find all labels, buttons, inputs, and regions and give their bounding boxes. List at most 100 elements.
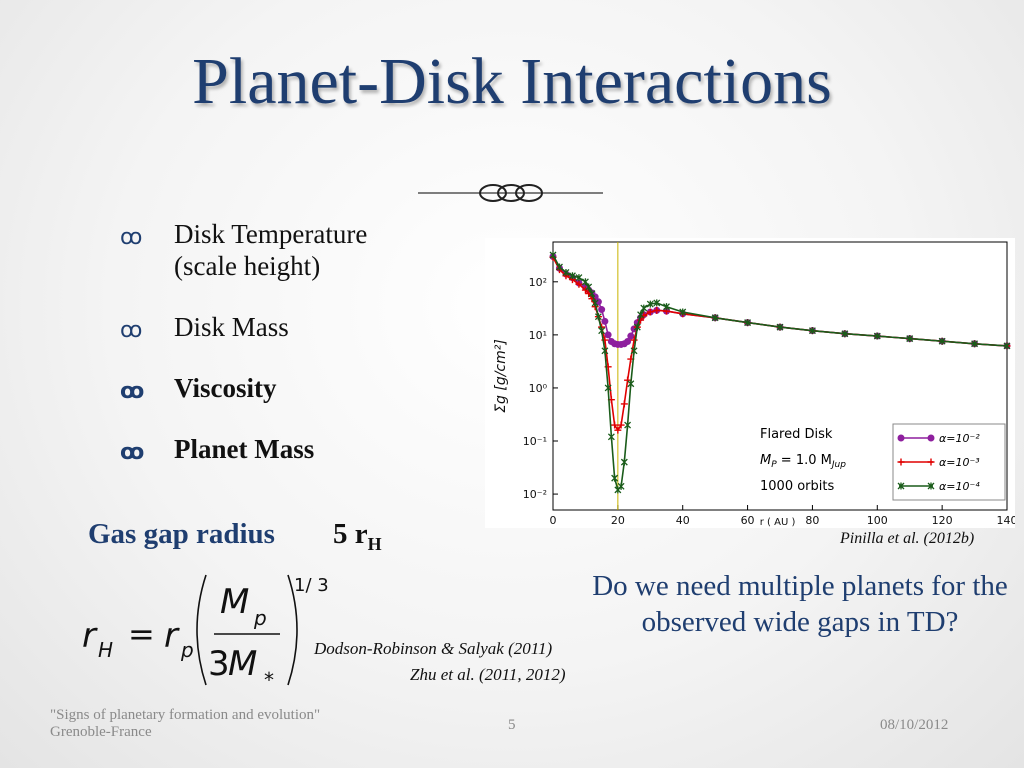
svg-text:1/ 3: 1/ 3 — [294, 575, 329, 596]
svg-text:3: 3 — [208, 644, 230, 684]
bullet-item: ꝏ Disk Mass — [120, 311, 440, 343]
x-tick-label: 80 — [805, 514, 819, 527]
data-point — [744, 319, 752, 327]
svg-text:M: M — [228, 644, 257, 684]
data-point — [620, 400, 628, 408]
svg-text:*: * — [264, 668, 274, 692]
y-tick-label: 10⁻² — [523, 488, 547, 501]
x-axis-label: r ( AU ) — [760, 517, 796, 528]
data-point — [653, 306, 661, 314]
data-point — [646, 300, 654, 308]
legend-label: α=10⁻⁴ — [939, 480, 980, 493]
data-point — [556, 263, 563, 271]
legend-marker — [897, 458, 905, 466]
data-point — [562, 268, 570, 276]
data-point — [591, 299, 599, 307]
data-point — [663, 303, 670, 311]
svg-text:H: H — [98, 638, 113, 662]
data-point — [575, 274, 583, 282]
series-line — [552, 256, 1008, 347]
svg-text:p: p — [180, 638, 194, 662]
bullet-text-2: (scale height) — [174, 251, 321, 281]
data-point — [808, 327, 816, 335]
bullet-item: ꝏ Planet Mass — [120, 433, 440, 465]
y-tick-label: 10⁻¹ — [523, 435, 547, 448]
data-point — [653, 299, 661, 307]
legend-label: α=10⁻² — [939, 432, 980, 445]
data-point — [607, 433, 615, 441]
data-point — [679, 308, 687, 316]
data-point — [624, 338, 632, 346]
data-point — [776, 323, 784, 331]
x-tick-label: 0 — [550, 514, 557, 527]
chart-axes: 0 20 40 60 80 100 120 140 r ( AU ) 10² 10¹ 10⁰ 10⁻¹ 1… — [493, 241, 1018, 528]
footer-conference: "Signs of planetary formation and evolut… — [50, 707, 321, 740]
annotation-line-2: MP = 1.0 MJup — [760, 453, 846, 470]
svg-text:r: r — [82, 616, 98, 656]
svg-text:r: r — [164, 616, 180, 656]
chart-legend: Flared Disk MP = 1.0 MJup 1000 orbits α=10⁻… — [760, 423, 1006, 501]
y-tick-label: 10⁰ — [529, 382, 548, 395]
data-point — [630, 347, 638, 355]
surface-density-chart: 0 20 40 60 80 100 120 140 r ( AU ) 10² 10¹ 10⁰ 10⁻¹ 1… — [485, 238, 1018, 528]
footer-page-number: 5 — [508, 717, 516, 733]
ornament-divider — [418, 184, 603, 202]
data-point — [604, 384, 612, 392]
bullet-text: Disk Mass — [174, 312, 289, 342]
chart-series — [549, 251, 1011, 494]
legend-marker — [897, 482, 905, 490]
data-point — [598, 327, 606, 335]
bullet-list: ꝏ Disk Temperature (scale height) ꝏ Disk… — [120, 218, 440, 494]
legend-marker — [927, 434, 935, 442]
legend-marker — [897, 434, 905, 442]
bullet-text: Planet Mass — [174, 434, 315, 464]
x-tick-label: 140 — [997, 514, 1016, 527]
y-tick-label: 10¹ — [529, 329, 547, 342]
data-point — [549, 251, 557, 259]
svg-text:p: p — [253, 606, 267, 630]
data-point — [630, 336, 638, 344]
hill-radius-formula: r H = r p M p 3 M * 1/ 3 — [82, 574, 329, 692]
data-point — [611, 474, 619, 482]
series-0 — [549, 252, 1011, 350]
legend-box — [892, 423, 1006, 501]
data-point — [637, 311, 645, 319]
x-tick-label: 20 — [611, 514, 625, 527]
y-axis-label: Σg [g/cm²] — [493, 339, 509, 413]
data-point — [906, 335, 914, 343]
footer-date: 08/10/2012 — [880, 717, 949, 733]
data-point — [640, 304, 648, 312]
data-point — [581, 278, 589, 286]
x-tick-label: 40 — [676, 514, 690, 527]
data-point — [614, 426, 622, 434]
data-point — [841, 330, 849, 338]
data-point — [601, 317, 609, 325]
link-bullet-icon: ꝏ — [120, 225, 143, 250]
data-point — [617, 482, 625, 490]
bullet-item: ꝏ Viscosity — [120, 372, 440, 404]
data-point — [620, 458, 628, 466]
data-point — [646, 308, 654, 316]
data-point — [633, 323, 641, 331]
data-point — [627, 380, 635, 388]
question-text: Do we need multiple planets for the obse… — [592, 570, 1008, 638]
data-point — [624, 376, 632, 384]
data-point — [575, 280, 583, 288]
ref-pinilla: Pinilla et al. (2012b) — [840, 530, 975, 547]
x-tick-label: 120 — [932, 514, 953, 527]
x-tick-label: 100 — [867, 514, 888, 527]
ref-dodson: Dodson-Robinson & Salyak (2011) — [314, 639, 553, 658]
data-point — [585, 283, 593, 291]
data-point — [604, 331, 612, 339]
data-point — [594, 313, 602, 321]
data-point — [611, 421, 619, 429]
link-bullet-icon: ꝏ — [120, 440, 145, 465]
slide-title: Planet-Disk Interactions — [192, 45, 832, 118]
link-bullet-icon: ꝏ — [120, 318, 143, 343]
data-point — [873, 332, 881, 340]
data-point — [971, 340, 979, 348]
legend-marker — [927, 458, 935, 466]
data-point — [601, 347, 609, 355]
ref-zhu: Zhu et al. (2011, 2012) — [410, 665, 566, 684]
y-tick-label: 10² — [529, 276, 547, 289]
